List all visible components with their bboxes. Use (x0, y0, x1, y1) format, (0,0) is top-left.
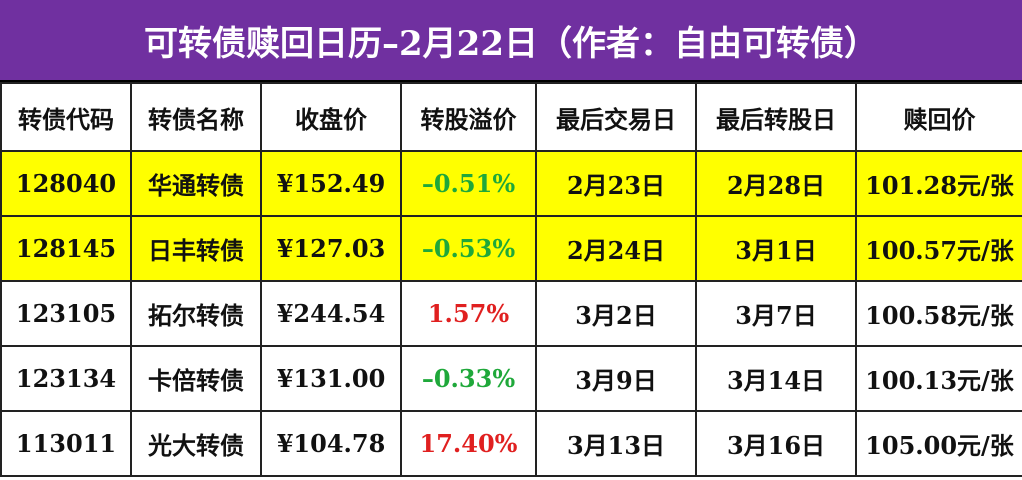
column-header: 最后交易日 (535, 82, 697, 152)
table-cell: ¥244.54 (260, 280, 402, 347)
table-cell: 3月9日 (535, 345, 697, 412)
table-cell: 3月7日 (695, 280, 857, 347)
table-row: 113011 光大转债 ¥104.78 17.40% 3月13日 3月16日 105.00元… (0, 410, 1022, 477)
header-row: 转债代码 转债名称 收盘价 转股溢价 最后交易日 最后转股日 赎回价 (0, 82, 1022, 152)
table-cell: 128040 (0, 150, 132, 217)
table-cell: 3月2日 (535, 280, 697, 347)
table-cell: 2月28日 (695, 150, 857, 217)
table-cell: ¥104.78 (260, 410, 402, 477)
table-cell: 128145 (0, 215, 132, 282)
table-cell: 2月23日 (535, 150, 697, 217)
column-header: 赎回价 (855, 82, 1022, 152)
table-cell: 100.58元/张 (855, 280, 1022, 347)
table-cell: ¥131.00 (260, 345, 402, 412)
table-cell: 日丰转债 (130, 215, 262, 282)
table-row: 123105 拓尔转债 ¥244.54 1.57% 3月2日 3月7日 100.58元/张 (0, 280, 1022, 347)
table-cell: 华通转债 (130, 150, 262, 217)
table-cell: 光大转债 (130, 410, 262, 477)
table-row: 128145 日丰转债 ¥127.03 –0.53% 2月24日 3月1日 100.57元/… (0, 215, 1022, 282)
column-header: 收盘价 (260, 82, 402, 152)
table-cell: 123105 (0, 280, 132, 347)
table-cell: 2月24日 (535, 215, 697, 282)
table-cell: 101.28元/张 (855, 150, 1022, 217)
table-row: 123134 卡倍转债 ¥131.00 –0.33% 3月9日 3月14日 100.13元/… (0, 345, 1022, 412)
column-header: 转债名称 (130, 82, 262, 152)
column-header: 转债代码 (0, 82, 132, 152)
table-cell: 3月1日 (695, 215, 857, 282)
table-cell: 123134 (0, 345, 132, 412)
table-cell: 拓尔转债 (130, 280, 262, 347)
table-cell: –0.51% (400, 150, 537, 217)
column-header: 转股溢价 (400, 82, 537, 152)
table-cell: 100.57元/张 (855, 215, 1022, 282)
table-row: 128040 华通转债 ¥152.49 –0.51% 2月23日 2月28日 101.28元… (0, 150, 1022, 217)
table-cell: –0.53% (400, 215, 537, 282)
table-cell: 3月14日 (695, 345, 857, 412)
table-cell: 3月16日 (695, 410, 857, 477)
table-cell: 卡倍转债 (130, 345, 262, 412)
redemption-table: 转债代码 转债名称 收盘价 转股溢价 最后交易日 最后转股日 赎回价 128040 华通转债 ¥… (0, 82, 1022, 477)
table-cell: ¥152.49 (260, 150, 402, 217)
table-cell: –0.33% (400, 345, 537, 412)
table-cell: 113011 (0, 410, 132, 477)
table-cell: 105.00元/张 (855, 410, 1022, 477)
table-cell: ¥127.03 (260, 215, 402, 282)
table-cell: 100.13元/张 (855, 345, 1022, 412)
page-title: 可转债赎回日历–2月22日（作者：自由可转债） (0, 0, 1022, 82)
table-cell: 17.40% (400, 410, 537, 477)
table-cell: 1.57% (400, 280, 537, 347)
column-header: 最后转股日 (695, 82, 857, 152)
table-cell: 3月13日 (535, 410, 697, 477)
